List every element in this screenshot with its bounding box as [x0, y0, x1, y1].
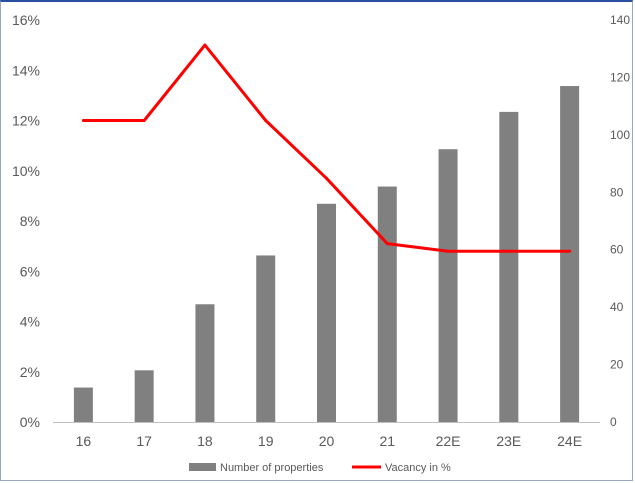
y-left-tick-label: 2% — [20, 364, 40, 380]
line-point — [203, 43, 207, 47]
bar — [377, 186, 397, 422]
y-right-tick-label: 60 — [610, 243, 624, 257]
line-point — [385, 242, 389, 246]
line-point — [325, 176, 328, 180]
bar — [134, 370, 154, 422]
y-right-tick-label: 100 — [610, 128, 630, 142]
y-right-tick-label: 80 — [610, 185, 624, 199]
bar — [560, 86, 580, 423]
y-right-tick-label: 0 — [610, 415, 617, 429]
y-right-tick-label: 120 — [610, 70, 630, 84]
y-left-tick-label: 4% — [20, 314, 40, 330]
y-left-tick-label: 6% — [20, 263, 40, 279]
legend-label-line: Vacancy in % — [385, 462, 451, 474]
bar — [195, 304, 215, 422]
bar — [317, 203, 336, 422]
bar — [256, 255, 276, 422]
line-point — [264, 119, 268, 122]
line-point — [142, 119, 146, 122]
line-point — [568, 249, 572, 253]
line-point — [507, 249, 511, 253]
bar — [73, 387, 93, 422]
y-left-tick-label: 16% — [12, 12, 40, 28]
line-point — [81, 119, 85, 122]
y-left-tick-label: 12% — [12, 113, 40, 129]
legend-swatch-bar — [189, 463, 216, 471]
y-right-tick-label: 40 — [610, 300, 624, 314]
x-tick-label: 21 — [379, 433, 395, 449]
line-point — [446, 249, 450, 253]
bar — [438, 149, 458, 422]
x-tick-label: 24E — [557, 433, 582, 449]
x-tick-label: 17 — [136, 433, 152, 449]
y-left-tick-label: 10% — [12, 163, 40, 179]
x-tick-label: 23E — [496, 433, 521, 449]
y-right-tick-label: 20 — [610, 358, 624, 372]
y-left-tick-label: 14% — [12, 62, 40, 78]
bar — [499, 111, 519, 422]
y-left-tick-label: 8% — [20, 213, 40, 229]
x-tick-label: 22E — [436, 433, 461, 449]
y-right-tick-label: 140 — [610, 13, 630, 27]
legend-label-bar: Number of properties — [220, 462, 324, 474]
x-tick-label: 16 — [76, 433, 92, 449]
x-tick-label: 19 — [258, 433, 274, 449]
x-tick-label: 18 — [197, 433, 213, 449]
x-tick-label: 20 — [319, 433, 335, 449]
y-left-tick-label: 0% — [20, 414, 40, 430]
